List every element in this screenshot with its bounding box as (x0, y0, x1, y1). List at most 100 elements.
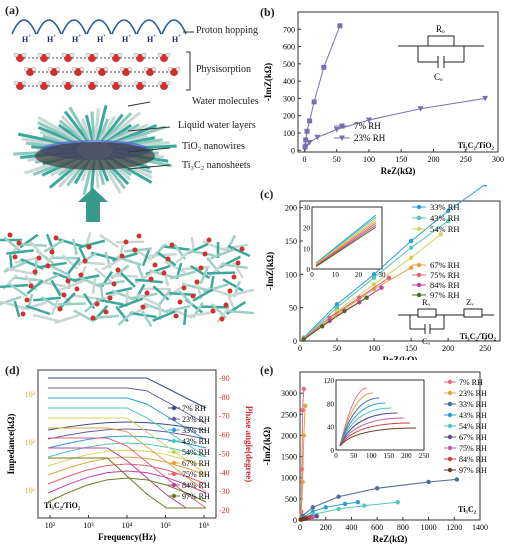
composite-water (103, 309, 109, 315)
legend-label: 7% RH (459, 378, 483, 387)
legend-label: 43% RH (182, 437, 210, 446)
proton-charge: + (178, 34, 182, 40)
y2-tick-label: -60 (219, 431, 230, 440)
data-point (303, 137, 309, 143)
composite-nanowire (43, 239, 65, 253)
data-point (408, 238, 414, 244)
ti3c2-nanosheet (35, 142, 155, 170)
phase-line (47, 421, 207, 431)
composite-water (45, 263, 51, 269)
inset-series-line (315, 216, 377, 264)
inset-series-line (315, 224, 377, 267)
composite-water (177, 299, 183, 305)
x-tick-label: 400 (345, 523, 357, 532)
composite-water (28, 283, 34, 289)
inset-y-tick-label: 20 (303, 225, 311, 233)
water-hydrogen (133, 80, 139, 86)
data-point (408, 245, 414, 250)
composite-nanowire (99, 233, 119, 249)
legend-marker (416, 226, 422, 232)
data-point (342, 501, 348, 507)
warburg-label: Zᵥ (466, 297, 474, 307)
legend-label: 33% RH (182, 426, 210, 435)
hopping-arc (86, 19, 112, 35)
panel-a: (a) H + H + H + H + H + H + H + Proton hopping Physis… (0, 0, 260, 335)
legend-marker (447, 401, 453, 407)
composite-nanowire (203, 283, 229, 293)
label-tio2-nanowires: TiO₂ nanowires (182, 141, 245, 152)
legend-marker (447, 434, 453, 440)
inset-x-tick-label: 0 (334, 452, 338, 460)
equivalent-circuit: Rₒ Zᵥ Cₒ (398, 297, 494, 346)
y2-tick-label: -70 (219, 412, 230, 421)
y2-tick-label: -30 (219, 487, 230, 496)
label-ti3c2-nanosheets: Ti₃C₂ nanosheets (182, 160, 251, 171)
legend-label: 33% RH (459, 400, 487, 409)
data-point (357, 295, 362, 300)
composite-nanowire (206, 271, 236, 275)
proton-charge: + (28, 34, 32, 40)
hopping-arc (136, 19, 162, 35)
composite-nanowire (91, 277, 97, 295)
y-tick-label: 2500 (281, 410, 297, 419)
tio2-nanowire (99, 115, 117, 142)
series-97rh (298, 516, 309, 522)
x-tick-label: 800 (397, 523, 409, 532)
data-point (417, 106, 424, 112)
composite-nanowire (226, 309, 254, 315)
composite-nanowire (84, 297, 102, 313)
material-label: Ti₃C₂/TiO₂ (44, 501, 81, 510)
data-point (311, 99, 317, 105)
data-point (302, 403, 308, 409)
composite-water (206, 237, 212, 243)
composite-water (210, 308, 216, 314)
data-point (426, 479, 431, 485)
water-hydrogen (47, 66, 53, 72)
arrow-shaft (86, 200, 100, 222)
composite-water (49, 249, 55, 255)
water-hydrogen (23, 66, 29, 72)
composite-water (107, 295, 113, 301)
data-point (395, 500, 400, 505)
x-tick-label: 10³ (83, 521, 94, 530)
inset-series-line (339, 417, 404, 447)
y-axis-label: -ImZ(kΩ) (263, 63, 273, 101)
data-point (454, 477, 460, 482)
legend-label: 84% RH (459, 455, 487, 464)
inset-series-line (339, 427, 417, 447)
water-hydrogen (61, 52, 67, 58)
legend-marker (416, 262, 422, 268)
composite-water (227, 288, 233, 294)
composite-nanowire (183, 308, 187, 326)
water-hydrogen (37, 80, 43, 86)
y-tick-label: 300 (283, 94, 295, 103)
legend-marker (447, 379, 453, 385)
legend-label: 23% RH (459, 389, 487, 398)
legend-label: 23% RH (354, 133, 386, 143)
composite-nanowire (199, 267, 209, 285)
legend-marker (416, 204, 422, 210)
arrow-head (78, 188, 108, 202)
water-hydrogen (45, 52, 51, 58)
legend-marker (416, 215, 422, 221)
proton-charge: + (128, 34, 132, 40)
tio2-nanowire (63, 110, 90, 142)
composite-nanowire (39, 261, 67, 269)
y2-tick-label: -50 (219, 449, 230, 458)
data-point (336, 494, 341, 499)
composite-nanowire (129, 311, 157, 319)
resistor-label: Rₒ (436, 24, 445, 34)
data-point (321, 64, 327, 70)
data-point (408, 265, 414, 270)
data-point (337, 23, 343, 29)
legend-label: 23% RH (182, 415, 210, 424)
composite-nanowire (32, 313, 60, 323)
data-point (314, 134, 321, 141)
proton-charge: + (103, 34, 107, 40)
x-tick-label: 150 (395, 155, 407, 164)
composite-nanowire (5, 267, 33, 275)
legend-marker (447, 390, 453, 396)
water-hydrogen (61, 80, 67, 86)
y-axis-label: -ImZ(kΩ) (262, 427, 272, 465)
composite-nanowire (38, 280, 66, 288)
